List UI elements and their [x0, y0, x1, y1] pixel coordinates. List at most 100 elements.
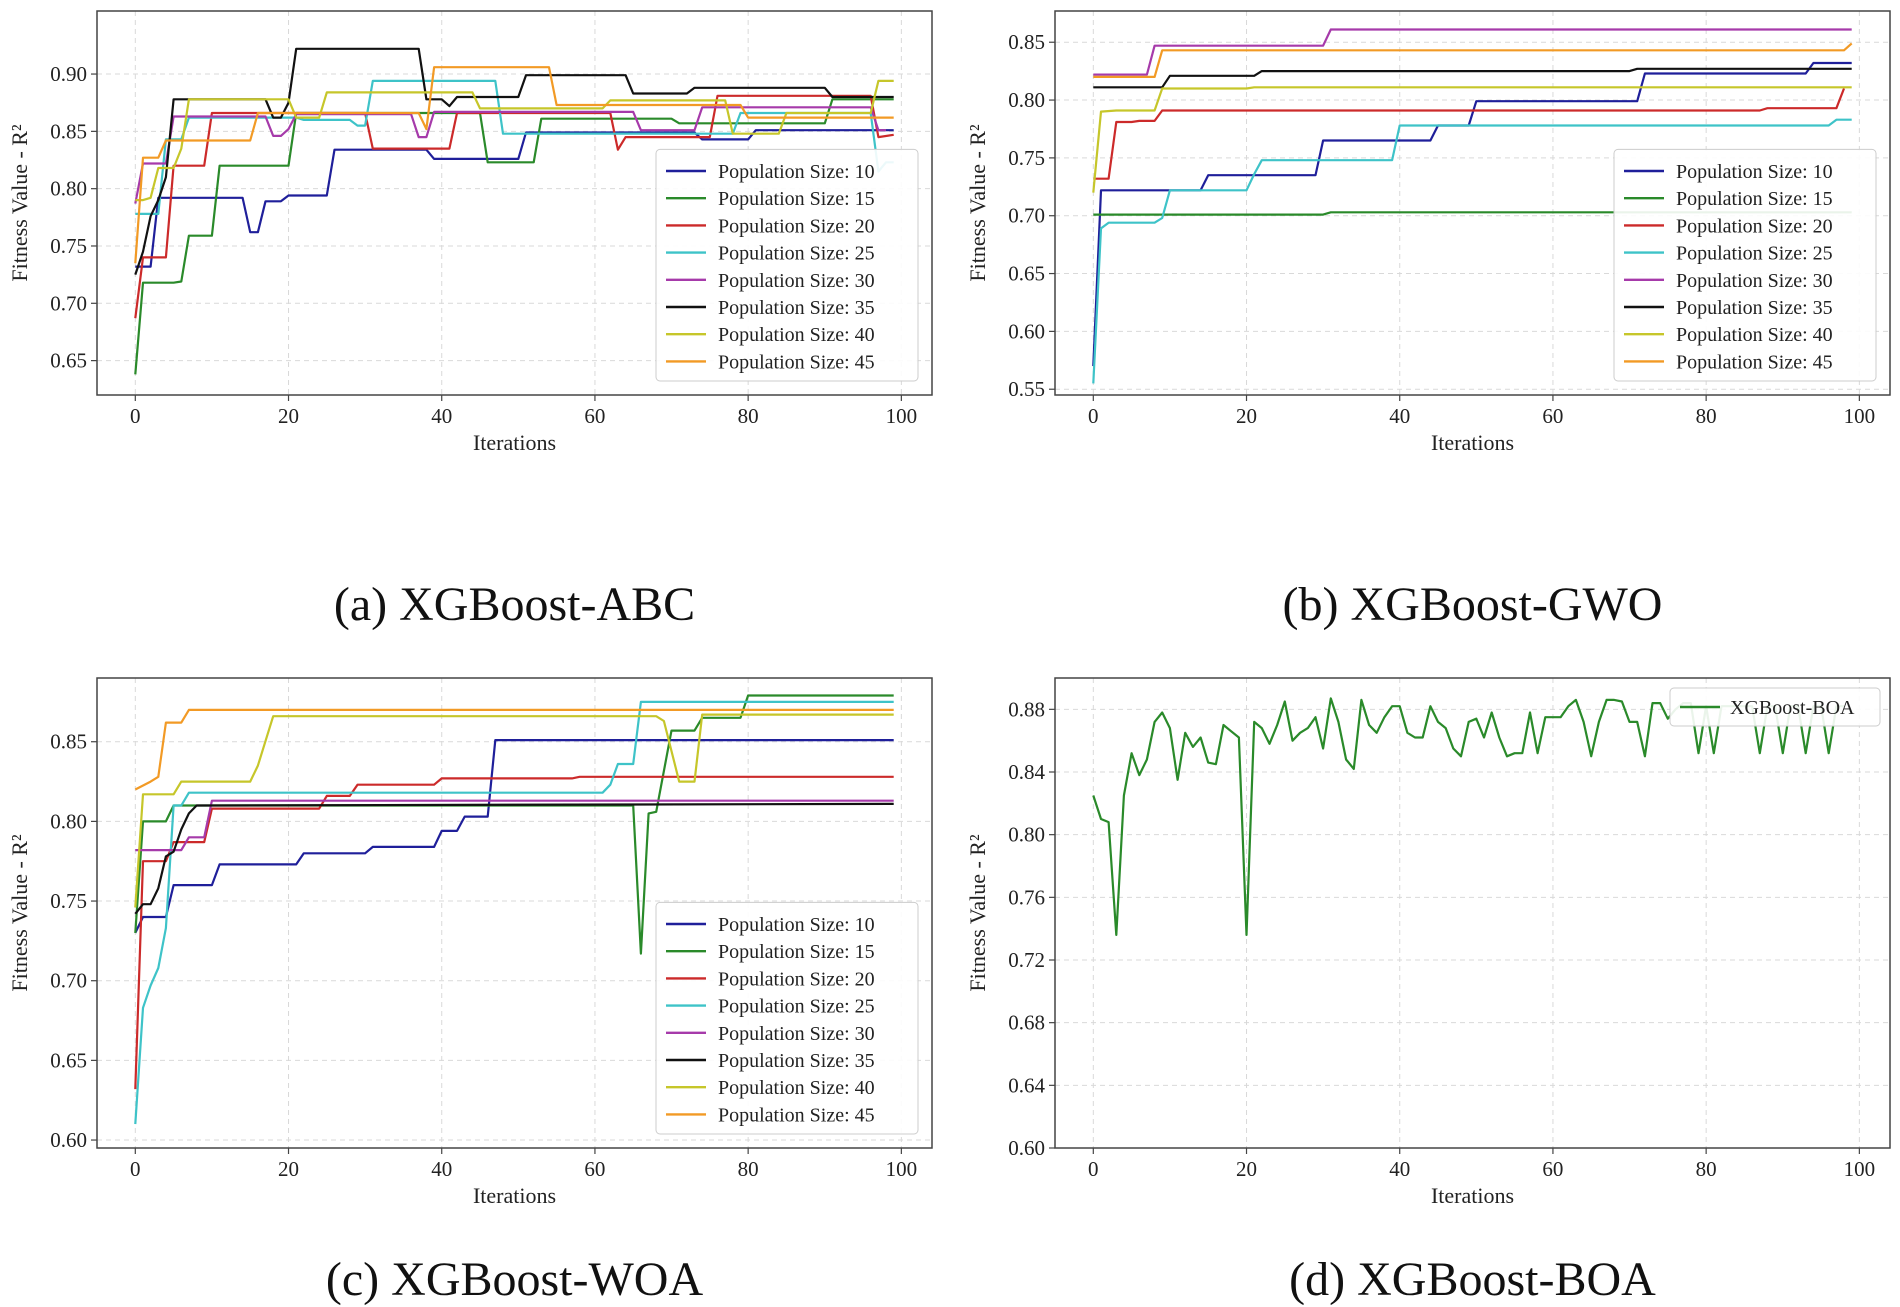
series-line-30	[134, 106, 886, 204]
chart-panel-b: 0 20 40 60 80 100 0.55 0.60 0.65 0.70 0.75 0.80 0.85…	[965, 10, 1891, 631]
x-tick-label: 60	[584, 404, 605, 428]
x-tick-label: 40	[1389, 1157, 1410, 1181]
series-line-25	[1092, 118, 1852, 384]
y-tick-label: 0.90	[50, 62, 87, 86]
x-tick-label: 20	[278, 1157, 299, 1181]
y-tick-label: 0.76	[1008, 885, 1045, 909]
y-tick-label: 0.70	[50, 291, 87, 315]
legend-label-20: Population Size: 20	[718, 968, 875, 990]
chart-panel-d: 0 20 40 60 80 100 0.60 0.64 0.68 0.72 0.76 0.80 0.84…	[965, 677, 1891, 1306]
series-line-40	[134, 713, 894, 908]
chart-caption: (a) XGBoost-ABC	[334, 578, 695, 631]
x-tick-label: 80	[738, 1157, 759, 1181]
x-tick-label: 0	[130, 1157, 141, 1181]
y-tick-label: 0.80	[1008, 88, 1045, 112]
y-tick-label: 0.60	[50, 1128, 87, 1152]
legend-label-35: Population Size: 35	[1676, 297, 1833, 319]
y-tick-label: 0.75	[50, 234, 87, 258]
legend-label-10: Population Size: 10	[718, 161, 875, 183]
x-tick-label: 60	[1542, 404, 1563, 428]
x-tick-label: 40	[431, 404, 452, 428]
series-line-40	[1092, 86, 1852, 193]
x-tick-label: 100	[886, 404, 918, 428]
y-tick-label: 0.75	[50, 889, 87, 913]
series-group	[1092, 28, 1853, 384]
legend-label-25: Population Size: 25	[718, 243, 875, 265]
y-tick-label: 0.70	[50, 969, 87, 993]
plot-frame	[1054, 10, 1891, 396]
y-tick-label: 0.84	[1008, 760, 1045, 784]
x-tick-label: 0	[1088, 1157, 1099, 1181]
x-tick-label: 80	[738, 404, 759, 428]
x-tick-label: 100	[1844, 404, 1876, 428]
x-axis: 0 20 40 60 80 100	[1088, 395, 1875, 428]
legend-label-10: Population Size: 10	[718, 914, 875, 936]
legend-box	[1613, 148, 1877, 382]
x-axis-title: Iterations	[1431, 430, 1514, 455]
y-axis: 0.55 0.60 0.65 0.70 0.75 0.80 0.85	[1008, 30, 1055, 401]
grid-lines	[1055, 678, 1890, 1149]
x-tick-label: 40	[1389, 404, 1410, 428]
series-line-15	[134, 694, 894, 955]
x-tick-label: 0	[130, 404, 141, 428]
legend-label-15: Population Size: 15	[1676, 188, 1833, 210]
legend: Population Size: 10 Population Size: 15 Po…	[655, 901, 919, 1135]
x-axis: 0 20 40 60 80 100	[130, 395, 917, 428]
series-line-20	[134, 94, 894, 319]
legend-label-25: Population Size: 25	[1676, 243, 1833, 265]
x-tick-label: 20	[278, 404, 299, 428]
series-line-20	[1093, 88, 1846, 180]
series-line-45	[134, 708, 894, 791]
x-tick-label: 60	[1542, 1157, 1563, 1181]
legend-box	[655, 901, 919, 1135]
legend-label-20: Population Size: 20	[1676, 215, 1833, 237]
legend-label-35: Population Size: 35	[718, 1050, 875, 1072]
legend: XGBoost-BOA	[1669, 687, 1881, 727]
x-axis-title: Iterations	[1431, 1183, 1514, 1208]
x-axis: 0 20 40 60 80 100	[1088, 1148, 1875, 1181]
series-line-25	[134, 700, 894, 1125]
legend-label-40: Population Size: 40	[718, 1077, 875, 1099]
y-tick-label: 0.60	[1008, 319, 1045, 343]
legend-label-35: Population Size: 35	[718, 297, 875, 319]
legend-label-30: Population Size: 30	[1676, 270, 1833, 292]
legend: Population Size: 10 Population Size: 15 Po…	[655, 148, 919, 382]
legend: Population Size: 10 Population Size: 15 Po…	[1613, 148, 1877, 382]
x-tick-label: 60	[584, 1157, 605, 1181]
series-line-35	[1093, 67, 1852, 89]
y-tick-label: 0.70	[1008, 204, 1045, 228]
x-tick-label: 40	[431, 1157, 452, 1181]
y-tick-label: 0.85	[50, 730, 87, 754]
legend-label-10: Population Size: 10	[1676, 161, 1833, 183]
legend-label-40: Population Size: 40	[1676, 324, 1833, 346]
chart-panel-a: 0 20 40 60 80 100 0.65 0.70 0.75 0.80 0.85 0.90 Iter…	[7, 10, 933, 631]
plot-area	[1055, 678, 1890, 1148]
y-tick-label: 0.80	[50, 809, 87, 833]
legend-label-45: Population Size: 45	[718, 351, 875, 373]
y-tick-label: 0.85	[1008, 30, 1045, 54]
y-tick-label: 0.80	[50, 177, 87, 201]
legend-label-30: Population Size: 30	[718, 270, 875, 292]
y-tick-label: 0.60	[1008, 1136, 1045, 1160]
x-tick-label: 80	[1696, 1157, 1717, 1181]
y-tick-label: 0.65	[50, 1048, 87, 1072]
series-line-40	[135, 79, 894, 202]
legend-label-25: Population Size: 25	[718, 996, 875, 1018]
y-axis-title: Fitness Value - R²	[965, 124, 990, 282]
y-tick-label: 0.80	[1008, 823, 1045, 847]
y-axis-title: Fitness Value - R²	[7, 124, 32, 282]
chart-caption: (d) XGBoost-BOA	[1289, 1253, 1656, 1306]
y-tick-label: 0.65	[50, 349, 87, 373]
legend-box	[1669, 687, 1881, 727]
legend-label-45: Population Size: 45	[1676, 351, 1833, 373]
series-line-45	[134, 66, 894, 264]
y-axis: 0.65 0.70 0.75 0.80 0.85 0.90	[50, 62, 97, 373]
x-tick-label: 80	[1696, 404, 1717, 428]
y-axis: 0.60 0.64 0.68 0.72 0.76 0.80 0.84 0.88	[1008, 697, 1055, 1160]
legend-label-30: Population Size: 30	[718, 1023, 875, 1045]
legend-label-BOA: XGBoost-BOA	[1730, 697, 1855, 719]
chart-caption: (c) XGBoost-WOA	[326, 1253, 704, 1306]
x-axis-title: Iterations	[473, 1183, 556, 1208]
y-axis-title: Fitness Value - R²	[965, 834, 990, 992]
